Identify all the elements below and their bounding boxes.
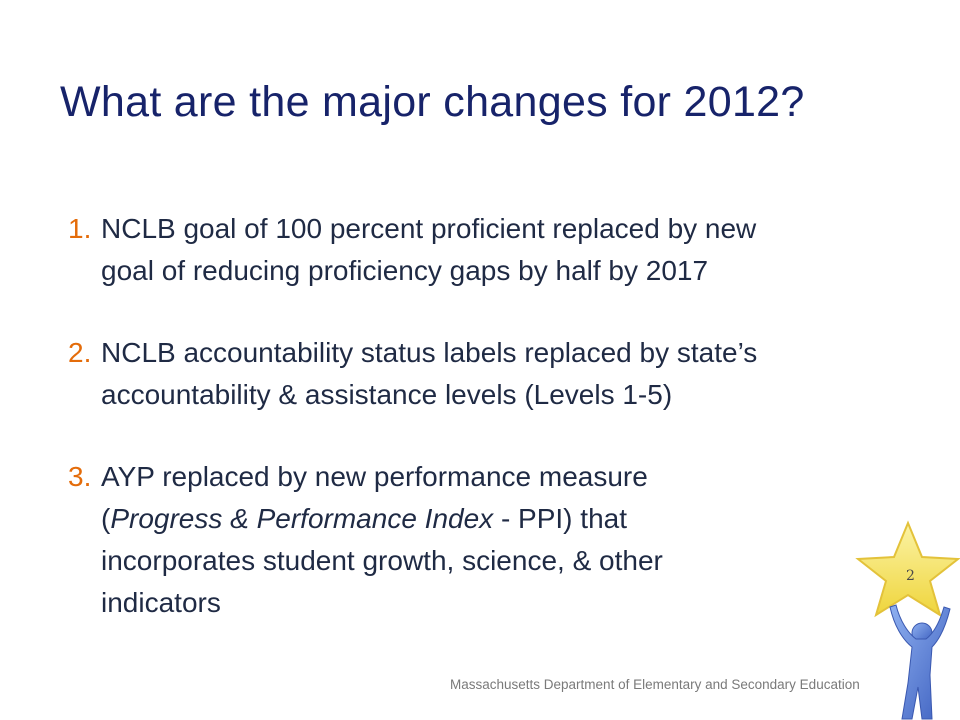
list-item-line: (Progress & Performance Index - PPI) tha… (101, 498, 868, 540)
list-item-line: incorporates student growth, science, & … (101, 545, 663, 576)
list-item: 2. NCLB accountability status labels rep… (68, 332, 868, 416)
list-item-line: AYP replaced by new performance measure (101, 461, 648, 492)
list-item-text: NCLB goal of 100 percent proficient repl… (101, 208, 868, 292)
list-item-text: NCLB accountability status labels replac… (101, 332, 868, 416)
list-item-line: accountability & assistance levels (Leve… (101, 379, 673, 410)
list-number: 3. (68, 461, 92, 492)
person-figure (889, 604, 951, 720)
page-number: 2 (906, 568, 915, 584)
paren-open: ( (101, 503, 111, 534)
list-item: 3. AYP replaced by new performance measu… (68, 456, 868, 624)
numbered-list: 1. NCLB goal of 100 percent proficient r… (68, 208, 868, 664)
slide-title: What are the major changes for 2012? (60, 78, 805, 126)
list-item: 1. NCLB goal of 100 percent proficient r… (68, 208, 868, 292)
list-item-line: NCLB goal of 100 percent proficient repl… (101, 213, 757, 244)
list-number: 2. (68, 337, 92, 368)
person-holding-star-icon (855, 520, 960, 720)
list-item-line: indicators (101, 587, 221, 618)
list-item-text: AYP replaced by new performance measure … (101, 456, 868, 624)
ppi-full-name: Progress & Performance Index (110, 503, 494, 534)
ppi-abbrev-text: - PPI) that (493, 503, 627, 534)
star-icon (855, 520, 960, 618)
footer-text: Massachusetts Department of Elementary a… (450, 677, 860, 692)
list-item-line: goal of reducing proficiency gaps by hal… (101, 255, 709, 286)
list-number: 1. (68, 213, 92, 244)
list-item-line: NCLB accountability status labels replac… (101, 337, 758, 368)
